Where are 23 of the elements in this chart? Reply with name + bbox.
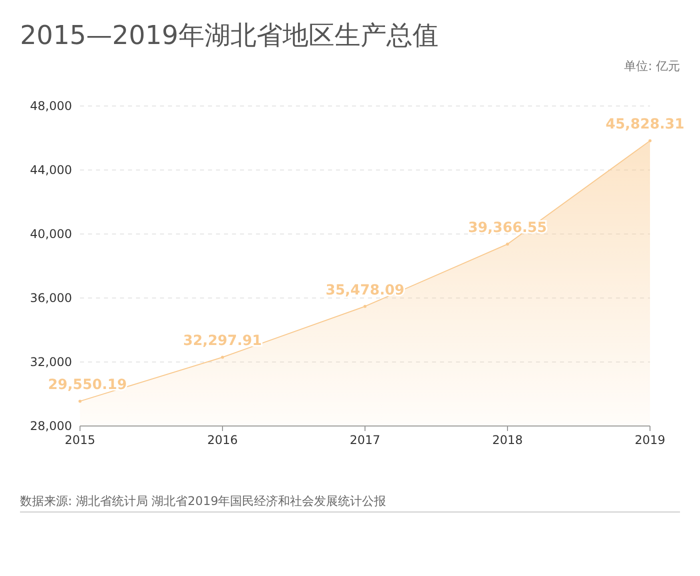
point — [364, 304, 366, 308]
point — [78, 400, 82, 403]
data-label: 32,297.91 — [183, 333, 262, 350]
y-tick-label: 48,000 — [30, 99, 72, 113]
y-tick-label: 40,000 — [30, 227, 72, 241]
chart-title: 2015—2019年湖北省地区生产总值 — [20, 21, 438, 51]
data-label: 45,828.31 — [606, 116, 684, 133]
point — [506, 242, 509, 246]
x-tick-label: 2018 — [492, 433, 523, 447]
source-note: 数据来源: 湖北省统计局 湖北省2019年国民经济和社会发展统计公报 — [20, 494, 386, 508]
text: 单位: 亿元 — [624, 59, 680, 73]
data-label: 29,550.19 — [48, 377, 127, 394]
y-tick-label: 44,000 — [30, 163, 72, 177]
point — [221, 356, 224, 359]
x-tick-label: 2019 — [634, 433, 666, 447]
data-label: 35,478.09 — [326, 282, 404, 298]
y-tick-label: 32,000 — [30, 355, 72, 369]
x-tick-label: 2017 — [350, 433, 380, 447]
y-tick-label: 28,000 — [30, 419, 72, 433]
point — [648, 139, 652, 142]
x-tick-label: 2016 — [207, 433, 238, 447]
y-tick-label: 36,000 — [30, 291, 72, 305]
x-tick-label: 2015 — [64, 433, 96, 447]
